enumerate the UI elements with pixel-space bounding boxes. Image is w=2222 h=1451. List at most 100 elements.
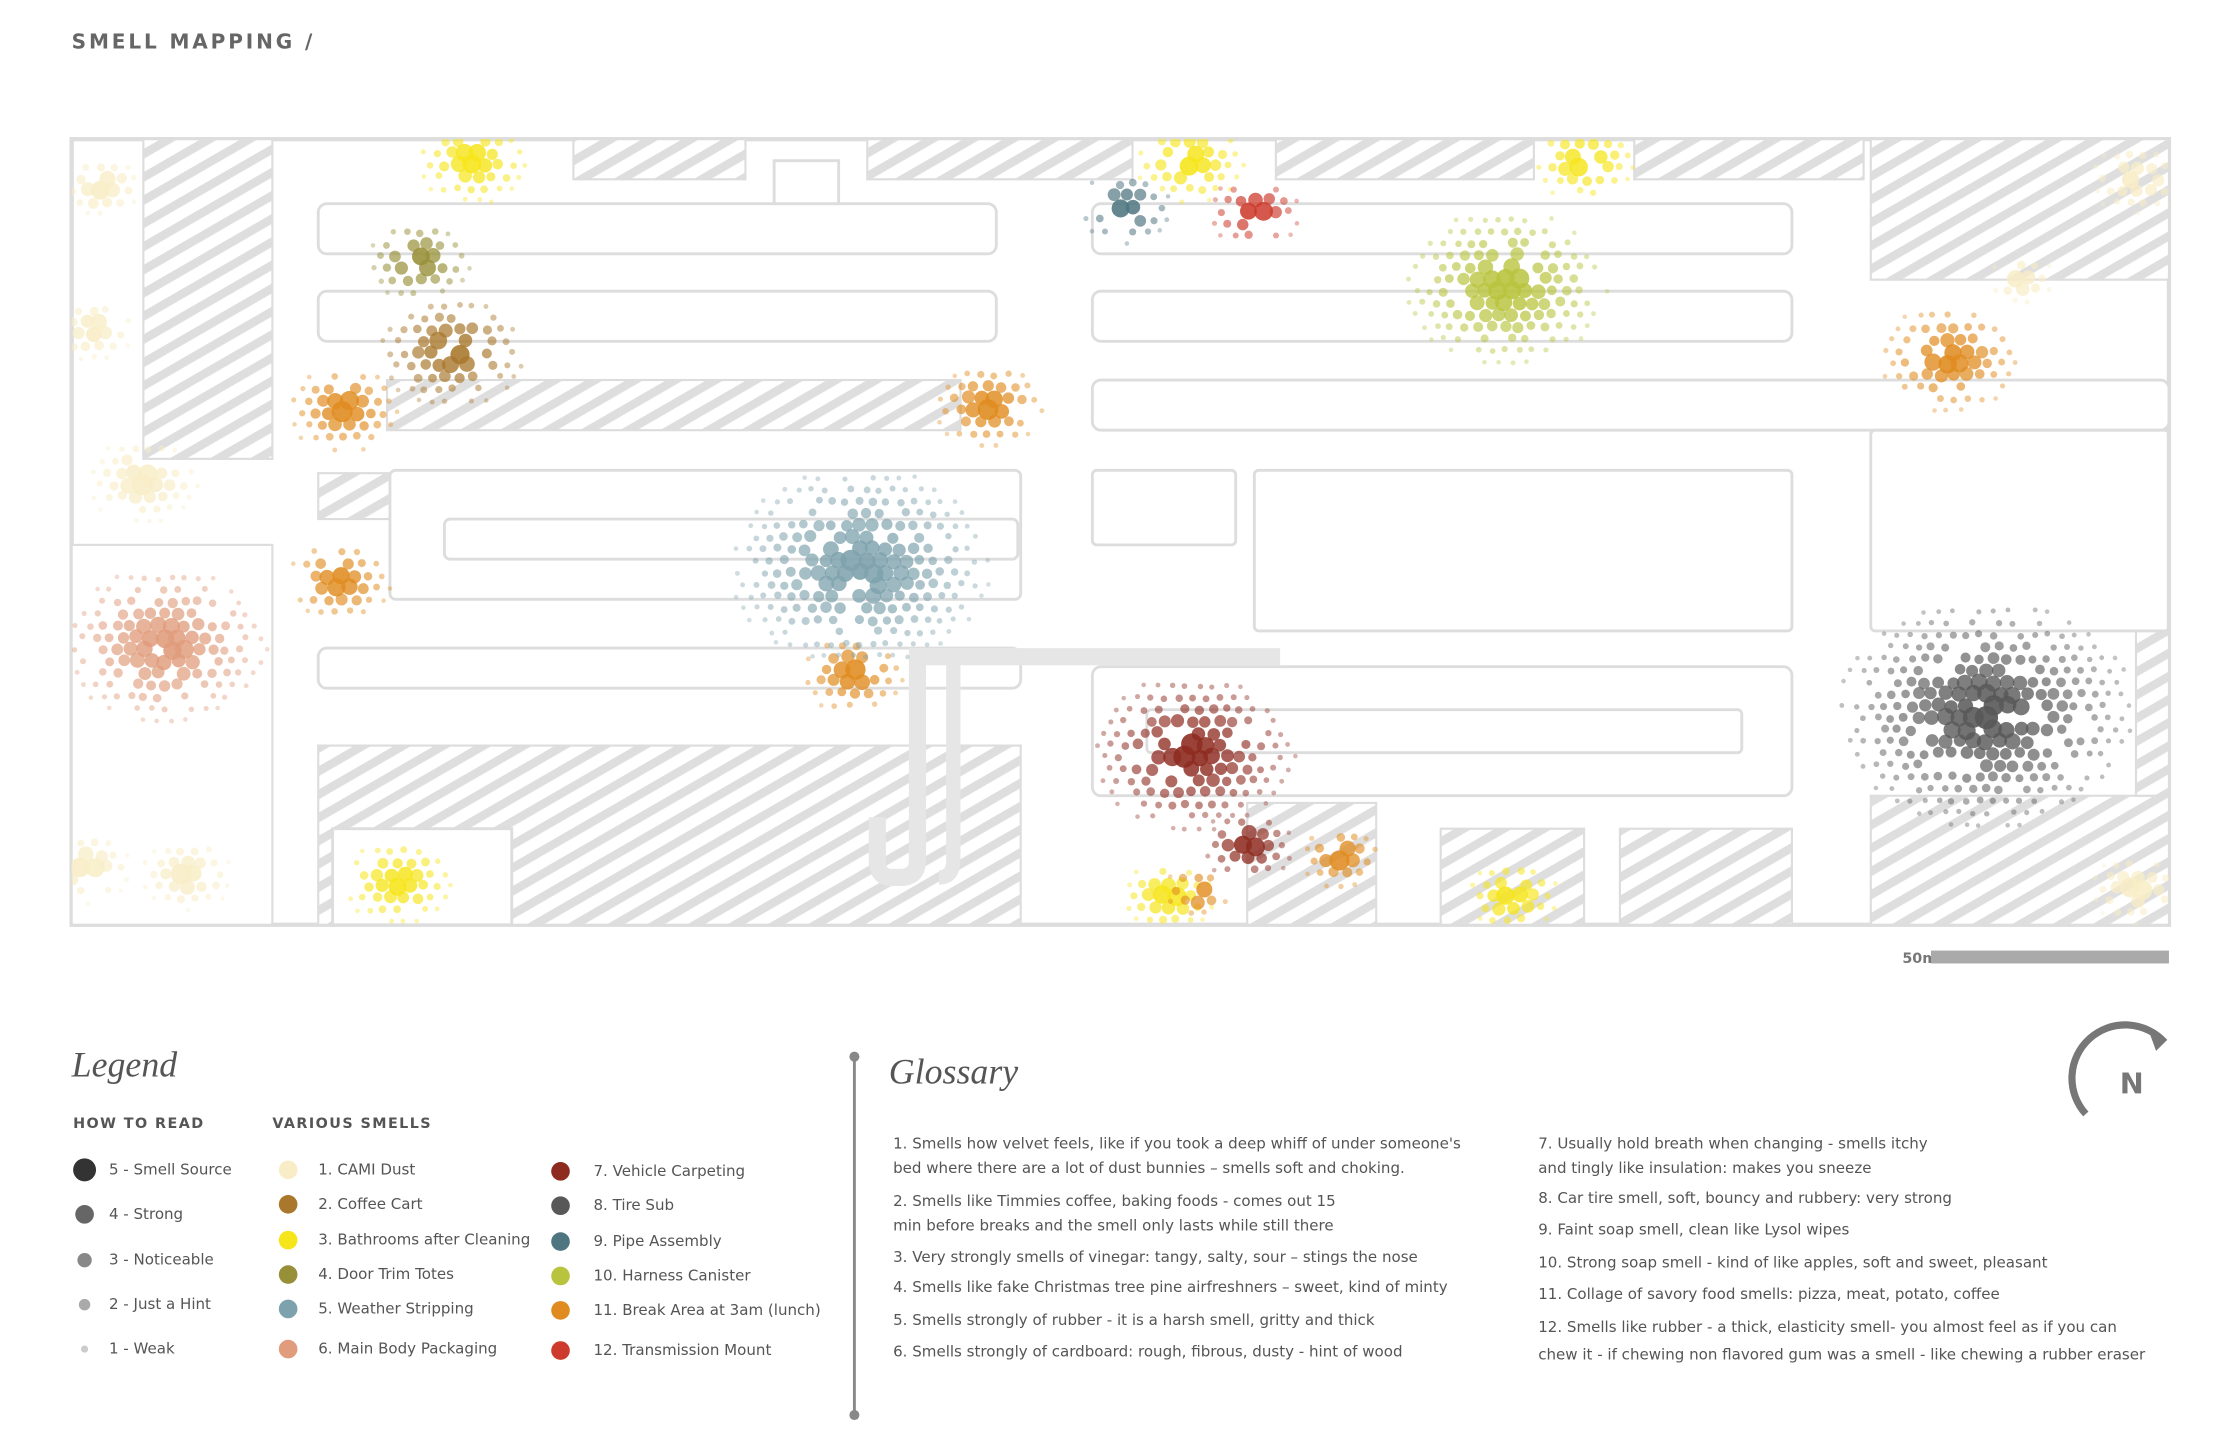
smell-dot	[402, 878, 418, 893]
smell-dot	[1155, 682, 1161, 688]
smell-dot	[1893, 774, 1900, 781]
smell-dot	[1569, 157, 1588, 177]
smell-dot	[1257, 766, 1264, 774]
smell-dot	[1248, 753, 1257, 762]
smell-dot	[958, 579, 965, 587]
smell-dot	[810, 654, 815, 659]
smell-dot	[236, 600, 242, 606]
smell-dot	[221, 621, 231, 631]
smell-dot	[847, 508, 859, 520]
smell-dot	[475, 384, 482, 392]
smell-dot	[821, 652, 827, 658]
smell-dot	[192, 668, 203, 679]
smell-dot	[2071, 677, 2080, 686]
smell-dot	[1587, 139, 1599, 150]
smell-dot	[879, 690, 887, 697]
smell-dot	[1146, 763, 1159, 776]
smell-dot	[71, 873, 79, 886]
smell-dot	[1874, 691, 1882, 699]
smell-dot	[843, 639, 850, 647]
smell-dot	[242, 612, 248, 618]
smell-dot	[1180, 895, 1190, 905]
smell-dot	[1191, 127, 1198, 134]
scale-label: 50m	[1902, 951, 1937, 967]
smell-dot	[1974, 369, 1985, 379]
smell-dot	[147, 477, 164, 493]
smell-dot	[310, 570, 322, 582]
smell-dot	[368, 433, 375, 441]
smell-dot	[467, 186, 475, 194]
smell-dot	[1229, 850, 1241, 862]
smell-dot	[1209, 684, 1215, 690]
smell-dot	[1204, 172, 1215, 183]
smell-dot	[2114, 679, 2120, 685]
smell-dot	[90, 313, 107, 331]
smell-dot	[2076, 737, 2085, 746]
smell-dot	[2152, 174, 2165, 187]
smell-dot	[374, 847, 381, 854]
smell-dot	[110, 163, 118, 172]
smell-dot	[160, 868, 172, 880]
smell-dot	[1209, 904, 1215, 910]
smell-dot	[1610, 150, 1620, 160]
smell-dot	[773, 640, 779, 645]
smell-dot	[831, 703, 838, 710]
smell-dot	[2099, 679, 2106, 686]
level-dot	[75, 1205, 94, 1224]
smell-dot	[1196, 826, 1202, 832]
smell-dot	[787, 498, 794, 505]
smell-dot	[123, 641, 138, 656]
smell-dot	[516, 174, 522, 181]
smell-dot	[2130, 184, 2143, 197]
smell-dot	[937, 396, 943, 402]
smell-dot	[1964, 822, 1970, 827]
smell-dot	[1998, 695, 2017, 714]
smell-dot	[1920, 772, 1929, 781]
smell-dot	[901, 602, 911, 612]
smell-dot	[1224, 682, 1230, 689]
smell-dot	[1121, 742, 1130, 750]
smell-dot	[1933, 654, 1943, 664]
smell-dot	[1211, 840, 1220, 849]
smell-dot	[2078, 786, 2084, 792]
smell-dot	[1477, 916, 1483, 921]
smell-dot	[2110, 880, 2124, 894]
smell-dot	[1257, 742, 1266, 751]
smell-dot	[1285, 767, 1291, 773]
smell-dot	[1909, 325, 1917, 333]
smell-dot	[1432, 300, 1441, 308]
smell-dot	[835, 652, 842, 658]
smell-dot	[353, 548, 361, 556]
smell-dot	[426, 893, 434, 901]
smell-dot	[1223, 219, 1232, 228]
smell-dot	[408, 313, 415, 320]
smell-dot	[429, 399, 435, 405]
smell-dot	[440, 303, 448, 310]
smell-dot	[298, 435, 304, 441]
smell-dot	[163, 479, 176, 491]
smell-dot	[2020, 736, 2034, 750]
smell-dot	[509, 348, 516, 355]
smell-dot	[733, 546, 739, 551]
smell-dot	[860, 507, 872, 519]
smell-dot	[1284, 207, 1292, 215]
smell-dot	[885, 576, 902, 593]
smell-dot	[1975, 772, 1985, 782]
smell-dot	[1481, 904, 1490, 913]
smell-dot	[2153, 861, 2160, 868]
smell-dot	[1216, 693, 1224, 701]
smell-dot	[143, 490, 156, 504]
smell-dot	[774, 591, 782, 599]
smell-dot	[1624, 152, 1631, 159]
smell-dot	[117, 863, 125, 871]
smell-dot	[1553, 881, 1558, 886]
smell-dot	[373, 560, 380, 567]
smell-dot	[1546, 285, 1557, 296]
smell-dot	[1917, 382, 1925, 390]
smell-dot	[496, 185, 503, 192]
smell-dot	[158, 680, 171, 692]
smell-dot	[1125, 199, 1141, 215]
smell-dot	[1508, 333, 1517, 342]
smell-dot	[1428, 311, 1435, 317]
smell-dot	[1477, 870, 1483, 876]
